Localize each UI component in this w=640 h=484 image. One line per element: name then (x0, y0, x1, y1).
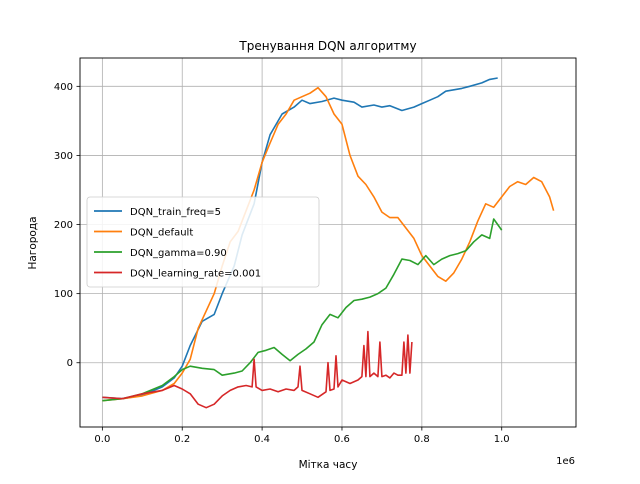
y-tick-label: 100 (54, 289, 73, 300)
x-tick-label: 0.4 (254, 434, 270, 445)
x-axis-label: Мітка часу (299, 459, 358, 471)
y-axis-label: Нагорода (27, 216, 39, 269)
legend-label: DQN_gamma=0.90 (130, 248, 227, 259)
y-tick-label: 300 (54, 151, 73, 162)
series-line-4 (102, 330, 413, 409)
legend: DQN_train_freq=5 DQN_default DQN_gamma=0.9… (86, 196, 320, 288)
x-tick-label: 0.2 (174, 434, 190, 445)
y-tick-label: 400 (54, 82, 73, 93)
x-tick-label: 0.8 (414, 434, 430, 445)
plot-frame (79, 57, 577, 428)
series-line-2 (102, 86, 555, 402)
x-tick-label: 1.0 (494, 434, 510, 445)
y-tick-label: 0 (67, 358, 73, 369)
series-line-3 (102, 218, 503, 402)
ticks-group: 0.0 0.2 0.4 0.6 0.8 1.0 0 100 200 300 400 (54, 82, 510, 445)
series-line-1 (102, 77, 498, 400)
series-group (102, 77, 555, 409)
chart-title: Тренування DQN алгоритму (238, 39, 416, 53)
x-offset-text: 1e6 (556, 456, 575, 467)
x-tick-label: 0.6 (334, 434, 350, 445)
legend-label: DQN_train_freq=5 (130, 207, 221, 218)
legend-label: DQN_default (130, 228, 193, 239)
x-tick-label: 0.0 (94, 434, 110, 445)
legend-box (86, 196, 320, 288)
y-tick-label: 200 (54, 220, 73, 231)
legend-label: DQN_learning_rate=0.001 (130, 269, 261, 280)
